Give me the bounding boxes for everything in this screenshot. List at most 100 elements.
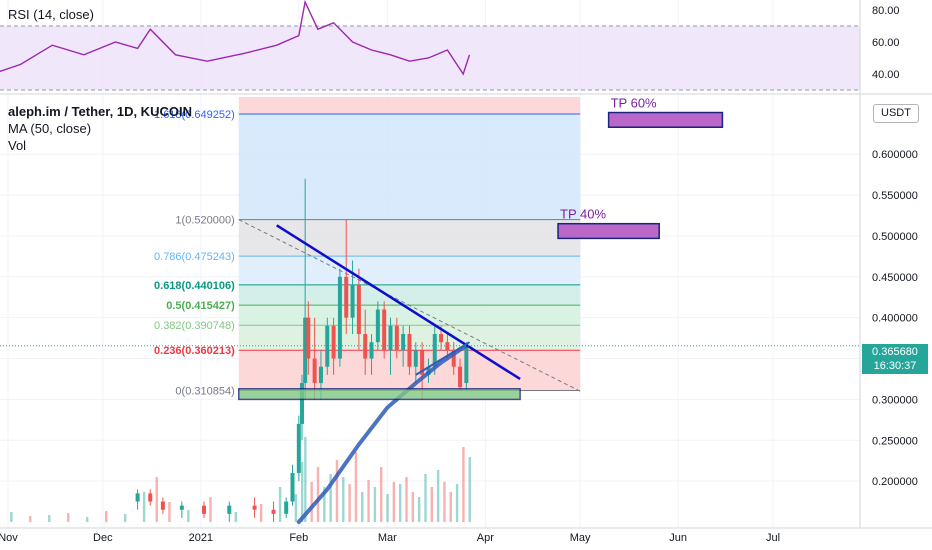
volume-bar	[155, 477, 158, 522]
fib-zone	[238, 284, 581, 306]
tp40-target-box	[557, 222, 660, 240]
fib-level-label: 1.618(0.649252)	[154, 109, 235, 121]
price-tick-label: 0.200000	[872, 476, 918, 488]
time-tick-label: Jun	[669, 532, 687, 544]
fib-level-label: 0.5(0.415427)	[166, 300, 235, 312]
volume-bar	[342, 477, 345, 522]
candle-body	[135, 493, 140, 502]
volume-bar	[278, 487, 282, 522]
volume-bar	[417, 497, 421, 522]
volume-bar	[436, 470, 440, 522]
volume-bar	[234, 512, 238, 522]
volume-bar	[310, 482, 313, 522]
volume-bar	[468, 457, 471, 522]
support-box	[238, 388, 521, 401]
tp60-target-label: TP 60%	[611, 96, 657, 111]
time-tick-label: Apr	[477, 532, 494, 544]
price-tick-label: 0.600000	[872, 149, 918, 161]
volume-bar	[443, 482, 446, 522]
volume-bar	[398, 484, 402, 522]
volume-bar	[187, 510, 190, 522]
candle-body	[284, 501, 289, 514]
price-tick-label: 0.500000	[872, 231, 918, 243]
volume-bar	[323, 487, 326, 522]
candle-body	[394, 325, 399, 351]
candle-body	[382, 309, 387, 351]
volume-indicator-label[interactable]: Vol	[8, 138, 27, 153]
fib-zone	[238, 219, 581, 257]
price-tick-label: 0.250000	[872, 435, 918, 447]
time-tick-label: Jul	[766, 532, 780, 544]
candle-body	[458, 366, 463, 388]
volume-bar	[10, 512, 13, 522]
price-tick-label: 0.400000	[872, 313, 918, 325]
candle-body	[160, 501, 165, 510]
volume-bar	[373, 487, 377, 522]
candle-body	[350, 284, 355, 318]
fib-level-label: 0.236(0.360213)	[154, 345, 235, 357]
volume-bar	[455, 484, 459, 522]
rsi-line	[0, 0, 471, 76]
volume-bar	[354, 452, 358, 522]
volume-bar	[86, 517, 89, 522]
volume-bar	[316, 467, 320, 522]
candle-body	[179, 505, 184, 510]
volume-bar	[209, 497, 212, 522]
descending-trendline	[276, 224, 521, 381]
volume-bar	[380, 467, 383, 522]
rsi-indicator-label[interactable]: RSI (14, close)	[8, 7, 94, 22]
candle-body	[201, 505, 206, 514]
ma-50-line	[296, 343, 469, 524]
volume-bar	[430, 487, 433, 522]
last-price-value: 0.365680	[872, 346, 918, 358]
candle-body	[439, 334, 444, 343]
volume-bar	[335, 460, 339, 522]
fib-zone	[238, 97, 581, 114]
candle-body	[401, 334, 406, 351]
price-tick-label: 0.450000	[872, 272, 918, 284]
time-tick-label: Feb	[289, 532, 308, 544]
volume-bar	[259, 504, 263, 522]
fib-level-label: 0(0.310854)	[175, 386, 234, 398]
volume-bar	[294, 494, 298, 522]
time-tick-label: 2021	[189, 532, 213, 544]
candle-body	[296, 423, 301, 473]
candle-body	[420, 350, 425, 375]
ma-indicator-label[interactable]: MA (50, close)	[8, 121, 92, 136]
fib-level-label: 0.382(0.390748)	[154, 320, 235, 332]
volume-bar	[300, 462, 304, 522]
price-tick-label: 0.550000	[872, 190, 918, 202]
candle-body	[407, 334, 412, 367]
candle-body	[318, 366, 323, 384]
dashed-trendline	[238, 219, 581, 392]
fib-level-label: 0.618(0.440106)	[154, 280, 235, 292]
volume-bar	[67, 513, 70, 522]
candle-body	[375, 309, 380, 343]
candle-body	[356, 284, 361, 335]
volume-bar	[29, 516, 32, 522]
rsi-tick-label: 80.00	[872, 5, 900, 17]
volume-bar	[48, 515, 51, 522]
candle-body	[344, 276, 349, 318]
volume-bar	[142, 492, 146, 522]
candle-body	[312, 358, 317, 384]
volume-bar	[329, 474, 332, 522]
candle-body	[303, 317, 308, 384]
candle-body	[388, 325, 393, 351]
candle-body	[252, 505, 257, 510]
candle-body	[363, 334, 368, 359]
volume-bar	[348, 484, 351, 522]
tp60-target-box	[607, 111, 724, 128]
volume-bar	[449, 492, 452, 522]
candle-body	[299, 383, 304, 424]
candle-body	[337, 276, 342, 359]
time-tick-label: May	[570, 532, 591, 544]
candle-body	[445, 342, 450, 351]
candle-body	[271, 509, 276, 514]
volume-bar	[304, 437, 307, 522]
time-tick-label: Mar	[378, 532, 397, 544]
currency-button[interactable]: USDT	[873, 104, 919, 123]
symbol-title[interactable]: aleph.im / Tether, 1D, KUCOIN	[8, 104, 192, 119]
